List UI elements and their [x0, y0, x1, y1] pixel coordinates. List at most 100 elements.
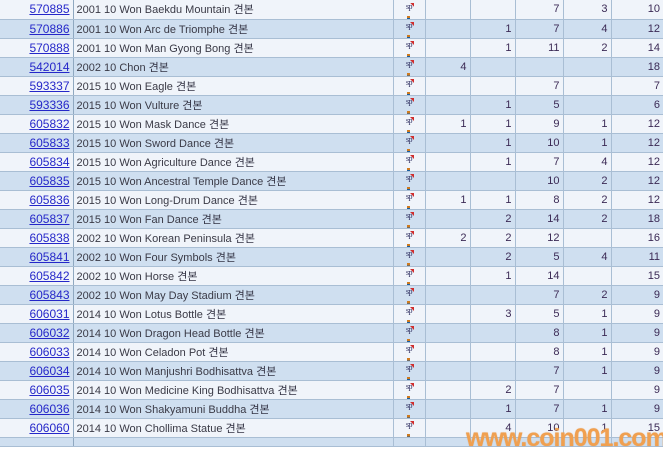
cell-thumbnail[interactable]: sp	[393, 342, 426, 362]
cell-count-4: 2	[563, 171, 612, 191]
count-value: 4	[505, 421, 512, 434]
cell-count-3: 5	[515, 247, 564, 267]
cell-id: 606031	[0, 304, 74, 324]
count-value: 10	[647, 3, 660, 16]
cell-count-1	[425, 76, 471, 96]
coin-id-link[interactable]: 606033	[29, 344, 70, 359]
cell-description: 2001 10 Won Arc de Triomphe 견본	[73, 19, 394, 39]
cell-thumbnail[interactable]: sp	[393, 95, 426, 115]
cell-thumbnail[interactable]: sp	[393, 0, 426, 20]
cell-description: 2001 10 Won Baekdu Mountain 견본	[73, 0, 394, 20]
broken-image-corner-mark	[410, 364, 414, 368]
cell-count-1: 1	[425, 114, 471, 134]
broken-image-corner-mark	[410, 2, 414, 7]
cell-thumbnail[interactable]: sp	[393, 57, 426, 77]
coin-id-link[interactable]: 606035	[29, 382, 70, 397]
coin-id-link[interactable]: 605838	[29, 230, 70, 245]
count-value: 1	[601, 117, 608, 130]
cell-thumbnail[interactable]: sp	[393, 304, 426, 324]
cell-thumbnail[interactable]: sp	[393, 285, 426, 305]
count-value: 1	[601, 307, 608, 320]
table-row: 605836 2015 10 Won Long-Drum Dance 견본 sp 1 1…	[0, 190, 663, 210]
cell-count-2: 2	[470, 380, 516, 400]
count-value: 7	[553, 155, 560, 168]
cell-count-5: 14	[611, 38, 663, 58]
cell-thumbnail[interactable]: sp	[393, 361, 426, 381]
coin-id-link[interactable]: 606034	[29, 363, 70, 378]
cell-count-2: 1	[470, 95, 516, 115]
cell-count-5: 15	[611, 418, 663, 438]
coin-id-link[interactable]: 605837	[29, 211, 70, 226]
coin-id-link[interactable]: 605843	[29, 287, 70, 302]
broken-image-corner-mark	[410, 250, 414, 254]
cell-id: 606034	[0, 361, 74, 381]
coin-id-link[interactable]: 570886	[29, 21, 70, 36]
cell-thumbnail[interactable]: sp	[393, 76, 426, 96]
cell-count-2	[470, 76, 516, 96]
cell-count-4: 2	[563, 38, 612, 58]
coin-id-link[interactable]: 542014	[29, 59, 70, 74]
cell-count-4: 2	[563, 209, 612, 229]
count-value: 7	[553, 402, 560, 415]
cell-thumbnail[interactable]: sp	[393, 38, 426, 58]
cell-thumbnail[interactable]: sp	[393, 418, 426, 438]
cell-id: 570885	[0, 0, 74, 20]
cell-clipped	[73, 437, 394, 447]
count-value: 1	[460, 193, 467, 206]
cell-count-4: 1	[563, 342, 612, 362]
cell-thumbnail[interactable]: sp	[393, 114, 426, 134]
coin-id-link[interactable]: 570885	[29, 2, 70, 17]
cell-thumbnail[interactable]: sp	[393, 171, 426, 191]
broken-image-corner-mark	[410, 22, 414, 26]
cell-clipped	[425, 437, 471, 447]
coin-id-link[interactable]: 605835	[29, 173, 70, 188]
coin-id-link[interactable]: 606032	[29, 325, 70, 340]
coin-id-link[interactable]: 606036	[29, 401, 70, 416]
coin-id-link[interactable]: 606031	[29, 306, 70, 321]
cell-count-4: 4	[563, 247, 612, 267]
cell-thumbnail[interactable]: sp	[393, 209, 426, 229]
count-value: 2	[505, 212, 512, 225]
coin-id-link[interactable]: 605832	[29, 116, 70, 131]
broken-image-corner-mark	[410, 231, 414, 235]
specimen-label-korean: 견본	[256, 365, 277, 378]
cell-thumbnail[interactable]: sp	[393, 228, 426, 248]
coin-id-link[interactable]: 605836	[29, 192, 70, 207]
cell-description: 2015 10 Won Agriculture Dance 견본	[73, 152, 394, 172]
cell-thumbnail[interactable]: sp	[393, 247, 426, 267]
cell-count-2: 1	[470, 133, 516, 153]
coin-id-link[interactable]: 606060	[29, 420, 70, 435]
cell-id: 605832	[0, 114, 74, 134]
cell-thumbnail[interactable]: sp	[393, 19, 426, 39]
specimen-label-korean: 견본	[177, 270, 198, 283]
coin-id-link[interactable]: 605834	[29, 154, 70, 169]
coin-id-link[interactable]: 593337	[29, 78, 70, 93]
coin-id-link[interactable]: 605841	[29, 249, 70, 264]
cell-thumbnail[interactable]: sp	[393, 190, 426, 210]
cell-thumbnail[interactable]: sp	[393, 399, 426, 419]
cell-thumbnail[interactable]: sp	[393, 323, 426, 343]
cell-count-5: 11	[611, 247, 663, 267]
broken-image-corner-mark	[410, 174, 414, 178]
broken-image-corner-mark	[410, 402, 414, 406]
count-value: 1	[505, 136, 512, 149]
count-value: 11	[648, 250, 660, 263]
cell-id: 606060	[0, 418, 74, 438]
broken-image-alt-text: sp	[405, 306, 413, 315]
cell-thumbnail[interactable]: sp	[393, 380, 426, 400]
coin-id-link[interactable]: 605842	[29, 268, 70, 283]
cell-id: 605834	[0, 152, 74, 172]
count-value: 15	[647, 421, 660, 434]
cell-thumbnail[interactable]: sp	[393, 266, 426, 286]
broken-image-icon: sp	[399, 401, 419, 417]
broken-image-corner-mark	[410, 345, 414, 349]
count-value: 4	[460, 60, 467, 73]
coin-id-link[interactable]: 570888	[29, 40, 70, 55]
cell-count-4	[563, 228, 612, 248]
cell-id: 606036	[0, 399, 74, 419]
cell-thumbnail[interactable]: sp	[393, 152, 426, 172]
table-row: 606035 2014 10 Won Medicine King Bodhisat…	[0, 380, 663, 400]
coin-id-link[interactable]: 593336	[29, 97, 70, 112]
coin-id-link[interactable]: 605833	[29, 135, 70, 150]
cell-thumbnail[interactable]: sp	[393, 133, 426, 153]
